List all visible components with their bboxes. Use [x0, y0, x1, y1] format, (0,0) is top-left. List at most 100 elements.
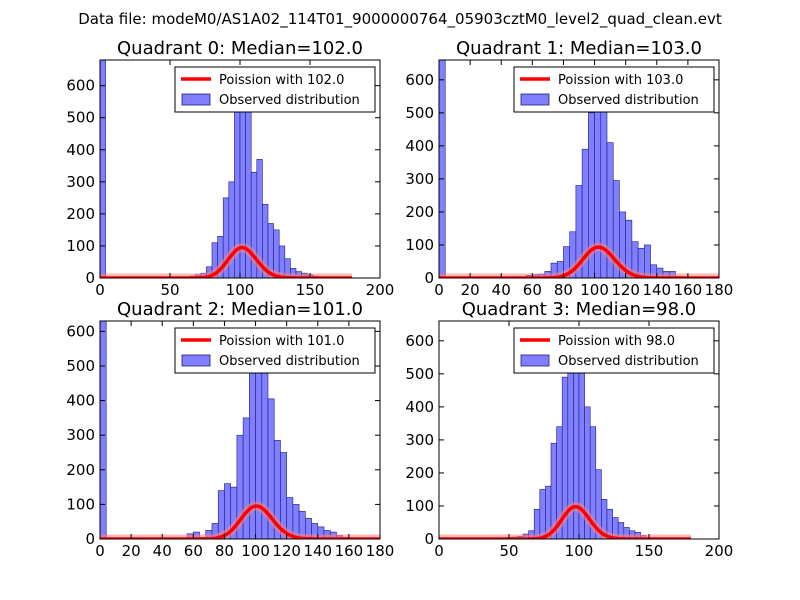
histogram-bar — [539, 489, 546, 539]
legend-curve-label: Poission with 98.0 — [558, 334, 675, 349]
x-tick-label: 80 — [215, 542, 234, 560]
plot-area: 0 20 40 60 80 100 120 140 160 1800100200300400500… — [405, 59, 734, 299]
y-tick-label: 600 — [66, 322, 95, 340]
plot-area: 0 50 100 150 200 0 100 200 300 400 500 600 Poission … — [66, 59, 395, 299]
y-tick-label: 500 — [66, 109, 95, 127]
x-tick-label: 60 — [523, 281, 542, 299]
legend-hist-label: Observed distribution — [558, 354, 699, 369]
legend: Poission with 103.0 Observed distribution — [513, 66, 715, 113]
plot-marks — [439, 60, 719, 278]
x-tick-label: 150 — [296, 281, 325, 299]
y-tick-label: 200 — [405, 203, 434, 221]
y-tick-label: 0 — [424, 530, 434, 548]
x-tick-label: 80 — [554, 281, 573, 299]
legend: Poission with 102.0 Observed distribution — [174, 66, 376, 113]
legend: Poission with 101.0 Observed distribution — [174, 327, 376, 374]
figure-suptitle: Data file: modeM0/AS1A02_114T01_90000007… — [78, 10, 722, 29]
y-tick-label: 100 — [66, 495, 95, 513]
x-tick-label: 0 — [95, 542, 105, 560]
y-tick-label: 500 — [66, 357, 95, 375]
legend-hist-swatch — [520, 93, 550, 106]
y-tick-label: 200 — [405, 464, 434, 482]
legend-curve-label: Poission with 103.0 — [558, 73, 683, 88]
axes-frame — [99, 320, 381, 540]
x-tick-label: 50 — [499, 542, 518, 560]
x-tick-label: 180 — [366, 542, 395, 560]
x-tick-label: 0 — [434, 542, 444, 560]
y-tick-label: 500 — [405, 104, 434, 122]
x-tick-label: 160 — [335, 542, 364, 560]
x-tick-label: 40 — [153, 542, 172, 560]
x-tick-label: 120 — [272, 542, 301, 560]
y-tick-label: 0 — [424, 269, 434, 287]
y-tick-label: 0 — [85, 530, 95, 548]
x-tick-label: 100 — [241, 542, 270, 560]
x-tick-label: 160 — [674, 281, 703, 299]
panel-quadrant-1: Quadrant 1: Median=103.0 0 20 40 60 80 100 120… — [405, 38, 733, 299]
histogram-bar — [573, 363, 580, 539]
y-tick-label: 400 — [405, 137, 434, 155]
y-tick-label: 100 — [405, 236, 434, 254]
legend-curve-label: Poission with 101.0 — [219, 334, 344, 349]
poisson-curve — [439, 245, 719, 278]
panel-title: Quadrant 2: Median=101.0 — [117, 299, 363, 320]
axes-frame — [438, 59, 720, 279]
x-tick-label: 140 — [303, 542, 332, 560]
x-tick-label: 150 — [635, 542, 664, 560]
histogram-bar — [280, 452, 287, 539]
x-tick-label: 120 — [611, 281, 640, 299]
poisson-curve — [100, 245, 353, 278]
y-tick-label: 200 — [66, 461, 95, 479]
x-tick-label: 180 — [705, 281, 734, 299]
histogram-bar — [100, 60, 106, 278]
x-tick-label: 40 — [492, 281, 511, 299]
plot-marks — [100, 321, 380, 539]
y-tick-label: 100 — [66, 237, 95, 255]
y-tick-label: 300 — [66, 173, 95, 191]
legend-hist-swatch — [181, 354, 211, 367]
plot-marks — [439, 340, 695, 539]
y-tick-label: 500 — [405, 365, 434, 383]
x-tick-label: 0 — [95, 281, 105, 299]
plot-area: 0 50 100 150 200 0 100 200 300 400 500 600 Poission … — [405, 320, 734, 560]
y-tick-label: 400 — [66, 141, 95, 159]
legend-hist-label: Observed distribution — [558, 93, 699, 108]
panel-title: Quadrant 3: Median=98.0 — [462, 299, 697, 320]
x-tick-label: 100 — [580, 281, 609, 299]
legend: Poission with 98.0 Observed distribution — [513, 327, 715, 374]
poisson-curve — [439, 504, 692, 539]
y-tick-label: 400 — [66, 392, 95, 410]
y-tick-label: 300 — [66, 426, 95, 444]
y-tick-label: 100 — [405, 497, 434, 515]
x-tick-label: 200 — [705, 542, 734, 560]
x-tick-label: 50 — [160, 281, 179, 299]
histogram-bar — [644, 244, 651, 278]
x-tick-label: 100 — [565, 542, 594, 560]
legend-hist-label: Observed distribution — [219, 354, 360, 369]
y-tick-label: 0 — [85, 269, 95, 287]
panel-quadrant-3: Quadrant 3: Median=98.0 0 50 100 150 200 0 100… — [405, 299, 733, 560]
y-tick-label: 600 — [405, 71, 434, 89]
panel-quadrant-0: Quadrant 0: Median=102.0 0 50 100 150 200 0 10… — [66, 38, 394, 299]
x-tick-label: 20 — [122, 542, 141, 560]
legend-curve-label: Poission with 102.0 — [219, 73, 344, 88]
y-tick-label: 200 — [66, 205, 95, 223]
y-tick-label: 300 — [405, 431, 434, 449]
legend-hist-swatch — [520, 354, 550, 367]
x-tick-label: 20 — [461, 281, 480, 299]
legend-hist-label: Observed distribution — [219, 93, 360, 108]
legend-hist-swatch — [181, 93, 211, 106]
panel-title: Quadrant 1: Median=103.0 — [456, 38, 702, 59]
x-tick-label: 60 — [184, 542, 203, 560]
plot-marks — [100, 60, 356, 278]
y-tick-label: 300 — [405, 170, 434, 188]
panel-title: Quadrant 0: Median=102.0 — [117, 38, 363, 59]
panel-quadrant-2: Quadrant 2: Median=101.0 0 20 40 60 80 100 120… — [66, 299, 394, 560]
y-tick-label: 400 — [405, 398, 434, 416]
histogram-bar — [100, 321, 107, 539]
histogram-bar — [439, 60, 446, 278]
y-tick-label: 600 — [66, 77, 95, 95]
x-tick-label: 200 — [366, 281, 395, 299]
x-tick-label: 0 — [434, 281, 444, 299]
